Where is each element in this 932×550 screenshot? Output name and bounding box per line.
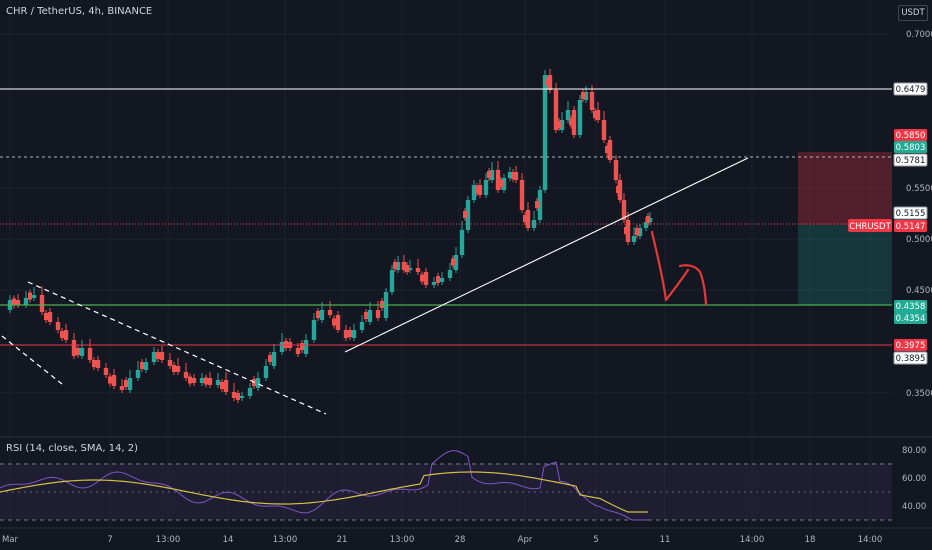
- rsi-axis: 80.00 60.00 40.00: [902, 446, 926, 512]
- svg-text:0.4354: 0.4354: [896, 314, 926, 324]
- currency-button[interactable]: USDT: [898, 5, 928, 21]
- price-label-0.5803: 0.5803: [894, 141, 927, 153]
- svg-text:0.3895: 0.3895: [896, 354, 926, 364]
- price-label-0.5850: 0.5850: [894, 129, 927, 141]
- time-tick-label: 13:00: [273, 535, 298, 545]
- time-tick-label: 11: [660, 535, 671, 545]
- svg-text:0.5781: 0.5781: [896, 156, 926, 166]
- time-tick-label: Apr: [518, 535, 533, 545]
- price-label-0.5147: 0.5147: [894, 220, 927, 232]
- rsi-tick-label: 40.00: [902, 502, 926, 512]
- svg-text:0.5850: 0.5850: [896, 131, 926, 141]
- chart-title[interactable]: CHR / TetherUS, 4h, BINANCE: [6, 6, 152, 17]
- svg-text:0.5147: 0.5147: [896, 222, 926, 232]
- short-target-zone: [798, 225, 892, 305]
- price-label-0.3975: 0.3975: [894, 339, 927, 351]
- time-tick-label: 7: [107, 535, 112, 545]
- price-label-0.4358: 0.4358: [894, 300, 927, 312]
- svg-text:0.6479: 0.6479: [896, 85, 926, 95]
- short-stop-zone: [798, 152, 892, 225]
- time-tick-label: 14:00: [740, 535, 765, 545]
- symbol-price-tag: CHRUSDT: [848, 219, 892, 232]
- time-tick-label: 14:00: [858, 535, 883, 545]
- svg-text:0.5803: 0.5803: [896, 143, 926, 153]
- price-label-0.5155: 0.5155: [894, 207, 927, 219]
- time-tick-label: 21: [337, 535, 348, 545]
- time-tick-label: 5: [593, 535, 598, 545]
- svg-text:0.4358: 0.4358: [896, 302, 926, 312]
- price-label-0.6479: 0.6479: [894, 83, 927, 95]
- rsi-tick-label: 60.00: [902, 474, 926, 484]
- time-tick-label: 13:00: [156, 535, 181, 545]
- price-label-0.3895: 0.3895: [894, 352, 927, 364]
- time-tick-label: 13:00: [390, 535, 415, 545]
- time-tick-label: 14: [223, 535, 234, 545]
- time-tick-label: 28: [455, 535, 466, 545]
- svg-text:0.5155: 0.5155: [896, 209, 926, 219]
- price-label-0.4354: 0.4354: [894, 312, 927, 324]
- time-tick-label: Mar: [2, 535, 19, 545]
- price-label-0.5781: 0.5781: [894, 154, 927, 166]
- rsi-tick-label: 80.00: [902, 446, 926, 456]
- time-tick-label: 18: [805, 535, 816, 545]
- symbol-tag-text: CHRUSDT: [849, 222, 891, 232]
- svg-text:0.3975: 0.3975: [896, 341, 926, 351]
- rsi-title[interactable]: RSI (14, close, SMA, 14, 2): [6, 443, 138, 454]
